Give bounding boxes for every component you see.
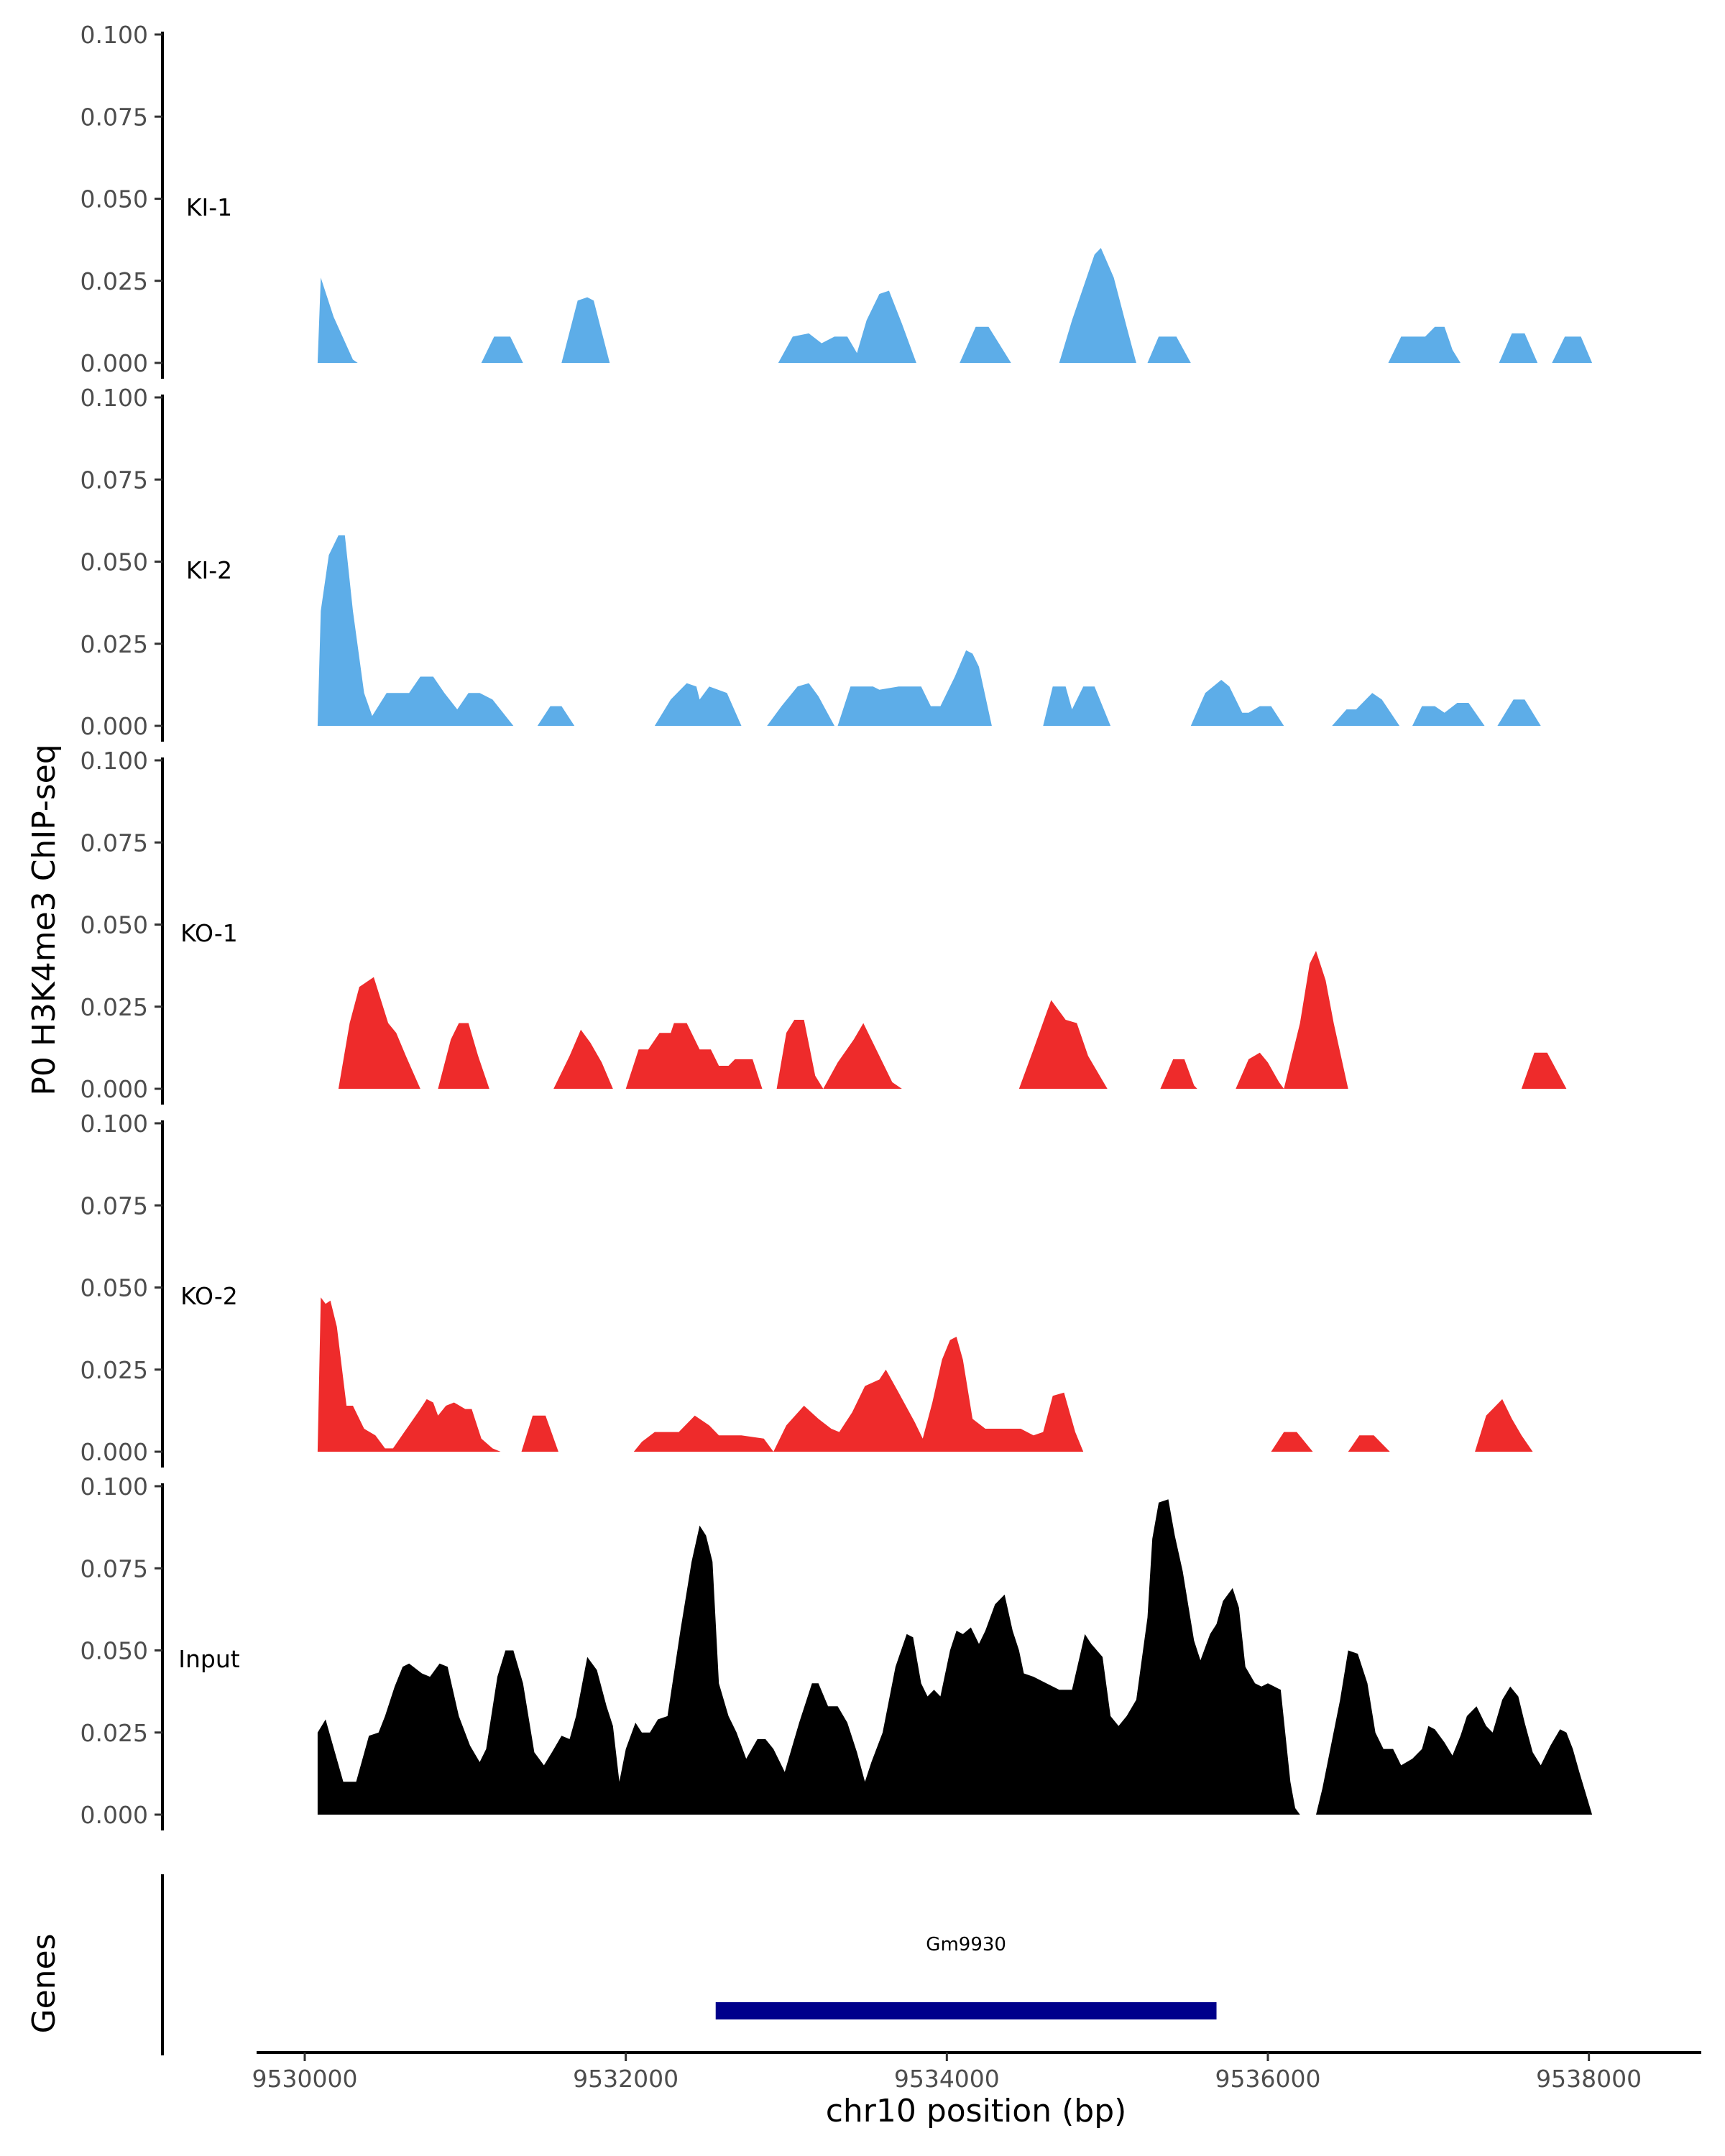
y-tick-label: 0.000 (80, 1075, 148, 1103)
signal-area (1497, 699, 1541, 726)
signal-area (778, 290, 916, 363)
signal-area (1018, 1000, 1108, 1089)
y-tick-label: 0.100 (80, 384, 148, 412)
signal-area (654, 683, 742, 726)
track-label: KO-1 (180, 919, 238, 947)
track-panels: 0.0000.0250.0500.0750.100KI-10.0000.0250… (80, 21, 1593, 1830)
track-ki-1: 0.000 0.025 0.050 0.075 0.100 KI-1 (80, 21, 1593, 379)
signal-area (776, 1020, 824, 1089)
signal-area (317, 1499, 1300, 1815)
track-label: Input (178, 1645, 240, 1673)
signal-area (1059, 248, 1136, 363)
y-tick-label: 0.100 (80, 21, 148, 49)
signal-area (561, 297, 610, 363)
x-tick-label: 9536000 (1215, 2065, 1321, 2093)
signal-area (1475, 1399, 1533, 1452)
track-input: 0.000 0.025 0.050 0.075 0.100 Input (80, 1473, 1593, 1830)
y-tick-label: 0.000 (80, 349, 148, 377)
track-label: KO-2 (180, 1282, 238, 1310)
y-tick-label: 0.025 (80, 993, 148, 1021)
genes-axis-title: Genes (26, 1933, 63, 2033)
signal-area (773, 1337, 1084, 1452)
track-ko-1: 0.000 0.025 0.050 0.075 0.100 KO-1 (80, 747, 1567, 1105)
signal-area (1271, 1432, 1313, 1452)
x-tick-label: 9534000 (894, 2065, 1000, 2093)
signal-area (960, 326, 1011, 363)
signal-area (1316, 1650, 1593, 1815)
signal-area (1190, 680, 1284, 726)
y-tick-label: 0.025 (80, 1719, 148, 1747)
y-tick-label: 0.100 (80, 747, 148, 775)
signal-area (1236, 951, 1348, 1089)
y-tick-label: 0.075 (80, 829, 148, 857)
signal-area (1499, 333, 1538, 363)
signal-area (1332, 693, 1400, 726)
x-tick-label: 9538000 (1536, 2065, 1642, 2093)
y-tick-label: 0.075 (80, 466, 148, 494)
signal-area (1521, 1052, 1567, 1089)
track-label: KI-2 (186, 556, 232, 584)
y-tick-label: 0.050 (80, 548, 148, 576)
y-tick-label: 0.000 (80, 712, 148, 740)
signal-area (1043, 686, 1111, 726)
signal-area (837, 650, 992, 726)
y-tick-label: 0.050 (80, 911, 148, 939)
y-tick-label: 0.075 (80, 1554, 148, 1583)
signal-area (625, 1023, 763, 1089)
signal-area (1160, 1059, 1197, 1089)
gene-label: Gm9930 (926, 1934, 1006, 1955)
signal-area (438, 1023, 489, 1089)
y-axis-title: P0 H3K4me3 ChIP-seq (26, 744, 63, 1095)
signal-area (1552, 336, 1593, 363)
y-tick-label: 0.100 (80, 1110, 148, 1138)
signal-area (633, 1415, 774, 1452)
y-tick-label: 0.000 (80, 1438, 148, 1466)
y-tick-label: 0.075 (80, 103, 148, 131)
gene-panel: Gm9930 (161, 1874, 1217, 2055)
x-tick-label: 9532000 (573, 2065, 678, 2093)
signal-area (481, 336, 523, 363)
y-tick-label: 0.025 (80, 1356, 148, 1384)
signal-area (317, 535, 514, 726)
track-label: KI-1 (186, 193, 232, 221)
signal-area (767, 683, 834, 726)
signal-area (553, 1029, 613, 1089)
track-ko-2: 0.000 0.025 0.050 0.075 0.100 KO-2 (80, 1110, 1533, 1468)
y-tick-label: 0.100 (80, 1473, 148, 1501)
signal-area (317, 277, 358, 363)
x-tick-label: 9530000 (252, 2065, 358, 2093)
signal-area (537, 706, 575, 726)
signal-area (317, 1297, 501, 1452)
signal-area (338, 977, 420, 1089)
y-tick-label: 0.025 (80, 267, 148, 295)
y-tick-label: 0.000 (80, 1801, 148, 1829)
y-tick-label: 0.050 (80, 1274, 148, 1302)
signal-area (1388, 326, 1460, 363)
y-tick-label: 0.050 (80, 1637, 148, 1665)
x-axis: 9530000 9532000 9534000 9536000 9538000 (252, 2051, 1701, 2093)
gene-bar (715, 2002, 1217, 2019)
signal-area (823, 1023, 902, 1089)
signal-area (1348, 1435, 1390, 1452)
x-axis-title: chr10 position (bp) (826, 2093, 1127, 2129)
y-tick-label: 0.050 (80, 185, 148, 213)
signal-area (1147, 336, 1191, 363)
signal-area (1412, 703, 1485, 726)
signal-area (521, 1415, 558, 1452)
track-ki-2: 0.000 0.025 0.050 0.075 0.100 KI-2 (80, 384, 1541, 742)
y-tick-label: 0.075 (80, 1192, 148, 1220)
y-tick-label: 0.025 (80, 630, 148, 658)
